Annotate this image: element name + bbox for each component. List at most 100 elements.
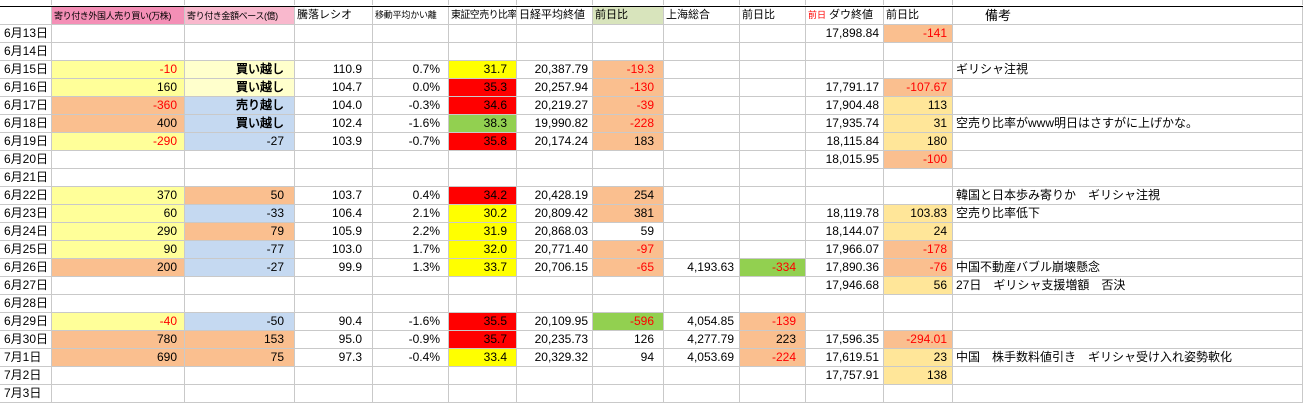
cell-date[interactable]: 7月3日	[0, 385, 52, 403]
cell-c[interactable]: 79	[185, 223, 295, 241]
cell-g[interactable]: 19,990.82	[517, 115, 593, 133]
cell-d[interactable]	[295, 295, 373, 313]
cell-j[interactable]	[740, 385, 806, 403]
cell-h[interactable]	[593, 367, 664, 385]
cell-l[interactable]: -178	[884, 241, 953, 259]
cell-i[interactable]: 4,054.85	[664, 313, 740, 331]
cell-j[interactable]: -139	[740, 313, 806, 331]
cell-c[interactable]: -27	[185, 133, 295, 151]
cell-m[interactable]: 27日 ギリシャ支援増額 否決	[953, 277, 1303, 295]
cell-g[interactable]: 20,428.19	[517, 187, 593, 205]
header-e[interactable]: 移動平均かい離	[373, 7, 449, 25]
cell-h[interactable]: -228	[593, 115, 664, 133]
cell-l[interactable]	[884, 169, 953, 187]
cell-d[interactable]	[295, 151, 373, 169]
cell-c[interactable]	[185, 385, 295, 403]
cell-h[interactable]: -97	[593, 241, 664, 259]
cell-i[interactable]	[664, 79, 740, 97]
cell-e[interactable]: 1.7%	[373, 241, 449, 259]
cell-j[interactable]	[740, 61, 806, 79]
header-f[interactable]: 東証空売り比率	[449, 7, 517, 25]
cell-d[interactable]	[295, 277, 373, 295]
cell-date[interactable]: 6月20日	[0, 151, 52, 169]
cell-f[interactable]	[449, 277, 517, 295]
cell-h[interactable]	[593, 295, 664, 313]
cell-j[interactable]	[740, 79, 806, 97]
cell-m[interactable]	[953, 241, 1303, 259]
cell-j[interactable]: -334	[740, 259, 806, 277]
cell-g[interactable]: 20,174.24	[517, 133, 593, 151]
cell-b[interactable]: -360	[52, 97, 185, 115]
cell-m[interactable]: 中国不動産バブル崩壊懸念	[953, 259, 1303, 277]
cell-f[interactable]: 33.4	[449, 349, 517, 367]
cell-d[interactable]	[295, 169, 373, 187]
cell-date[interactable]: 6月23日	[0, 205, 52, 223]
cell-c[interactable]: -50	[185, 313, 295, 331]
cell-e[interactable]: -1.6%	[373, 313, 449, 331]
cell-g[interactable]: 20,329.32	[517, 349, 593, 367]
cell-f[interactable]: 35.7	[449, 331, 517, 349]
cell-h[interactable]: 183	[593, 133, 664, 151]
cell-e[interactable]: -1.6%	[373, 115, 449, 133]
cell-j[interactable]	[740, 169, 806, 187]
cell-b[interactable]	[52, 295, 185, 313]
cell-date[interactable]: 7月1日	[0, 349, 52, 367]
cell-c[interactable]: 50	[185, 187, 295, 205]
cell-e[interactable]	[373, 43, 449, 61]
cell-date[interactable]: 6月24日	[0, 223, 52, 241]
cell-i[interactable]: 4,277.79	[664, 331, 740, 349]
cell-i[interactable]: 4,053.69	[664, 349, 740, 367]
cell-j[interactable]	[740, 277, 806, 295]
cell-c[interactable]	[185, 169, 295, 187]
cell-d[interactable]: 110.9	[295, 61, 373, 79]
cell-e[interactable]: -0.7%	[373, 133, 449, 151]
cell-m[interactable]	[953, 79, 1303, 97]
cell-j[interactable]	[740, 187, 806, 205]
cell-h[interactable]: -65	[593, 259, 664, 277]
cell-g[interactable]: 20,219.27	[517, 97, 593, 115]
cell-g[interactable]: 20,387.79	[517, 61, 593, 79]
cell-k[interactable]: 18,144.07	[806, 223, 884, 241]
cell-d[interactable]	[295, 43, 373, 61]
cell-j[interactable]	[740, 367, 806, 385]
cell-g[interactable]	[517, 367, 593, 385]
cell-c[interactable]: 買い越し	[185, 115, 295, 133]
cell-g[interactable]	[517, 385, 593, 403]
cell-m[interactable]: 空売り比率がwww明日はさすがに上げかな。	[953, 115, 1303, 133]
cell-j[interactable]	[740, 223, 806, 241]
cell-j[interactable]	[740, 97, 806, 115]
cell-e[interactable]	[373, 25, 449, 43]
cell-k[interactable]: 17,791.17	[806, 79, 884, 97]
cell-e[interactable]: 2.1%	[373, 205, 449, 223]
cell-k[interactable]: 17,890.36	[806, 259, 884, 277]
cell-date[interactable]: 6月28日	[0, 295, 52, 313]
cell-i[interactable]	[664, 169, 740, 187]
header-m[interactable]: 備考	[953, 7, 1303, 25]
header-c[interactable]: 寄り付き金額ベース(億)	[185, 7, 295, 25]
cell-l[interactable]	[884, 43, 953, 61]
cell-g[interactable]	[517, 25, 593, 43]
cell-f[interactable]	[449, 169, 517, 187]
cell-date[interactable]: 6月21日	[0, 169, 52, 187]
cell-b[interactable]	[52, 43, 185, 61]
cell-g[interactable]	[517, 295, 593, 313]
cell-i[interactable]	[664, 115, 740, 133]
cell-l[interactable]: 56	[884, 277, 953, 295]
cell-b[interactable]	[52, 169, 185, 187]
cell-g[interactable]: 20,706.15	[517, 259, 593, 277]
cell-k[interactable]	[806, 187, 884, 205]
cell-f[interactable]: 35.5	[449, 313, 517, 331]
cell-h[interactable]	[593, 385, 664, 403]
cell-b[interactable]: 370	[52, 187, 185, 205]
cell-l[interactable]: 24	[884, 223, 953, 241]
header-h[interactable]: 前日比	[593, 7, 664, 25]
cell-j[interactable]	[740, 241, 806, 259]
cell-k[interactable]: 18,015.95	[806, 151, 884, 169]
cell-b[interactable]	[52, 367, 185, 385]
cell-m[interactable]: 韓国と日本歩み寄りか ギリシャ注視	[953, 187, 1303, 205]
cell-f[interactable]	[449, 385, 517, 403]
cell-date[interactable]: 6月16日	[0, 79, 52, 97]
cell-j[interactable]	[740, 295, 806, 313]
cell-b[interactable]	[52, 25, 185, 43]
cell-d[interactable]: 103.7	[295, 187, 373, 205]
